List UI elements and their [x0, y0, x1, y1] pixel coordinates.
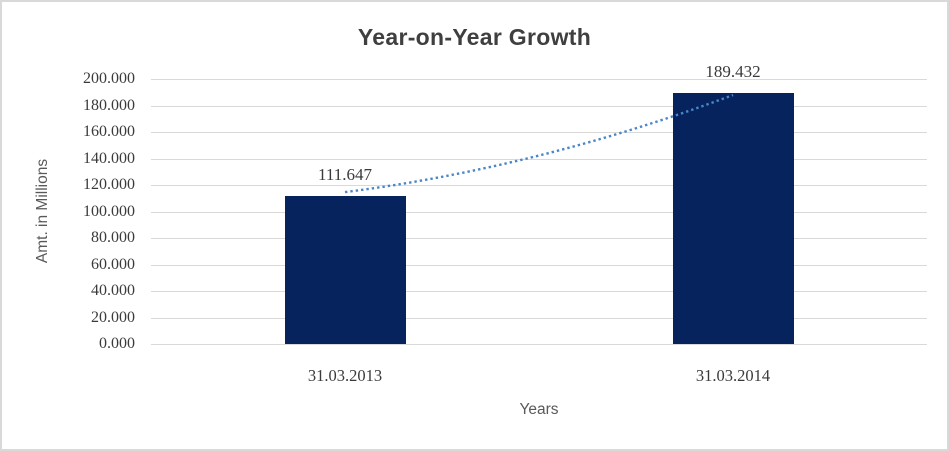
gridline: [151, 106, 927, 107]
data-label-31.03.2014: 189.432: [705, 62, 761, 81]
data-label-31.03.2013: 111.647: [318, 165, 372, 184]
x-tick-label-31.03.2013: 31.03.2013: [307, 366, 383, 385]
gridline: [151, 344, 927, 345]
x-axis-title: Years: [519, 401, 559, 418]
bar-31.03.2014: [673, 93, 794, 344]
y-tick-label: 0.000: [99, 335, 135, 352]
y-tick-label: 100.000: [83, 203, 135, 220]
gridline: [151, 159, 927, 160]
gridline: [151, 212, 927, 213]
gridline: [151, 318, 927, 319]
y-tick-label: 200.000: [83, 70, 135, 87]
y-tick-label: 40.000: [91, 282, 135, 299]
y-tick-label: 20.000: [91, 309, 135, 326]
gridline: [151, 132, 927, 133]
plot-area: 111.647 189.432: [151, 62, 927, 345]
gridline: [151, 291, 927, 292]
gridline: [151, 265, 927, 266]
y-tick-label: 140.000: [83, 150, 135, 167]
gridline: [151, 79, 927, 80]
gridline: [151, 185, 927, 186]
y-tick-label: 120.000: [83, 176, 135, 193]
gridline: [151, 238, 927, 239]
chart-title: Year-on-Year Growth: [357, 24, 592, 50]
y-tick-label: 80.000: [91, 229, 135, 246]
y-tick-label: 160.000: [83, 123, 135, 140]
bar-31.03.2013: [285, 196, 406, 344]
y-tick-label: 60.000: [91, 256, 135, 273]
x-tick-label-31.03.2014: 31.03.2014: [695, 366, 771, 385]
y-tick-label: 180.000: [83, 97, 135, 114]
